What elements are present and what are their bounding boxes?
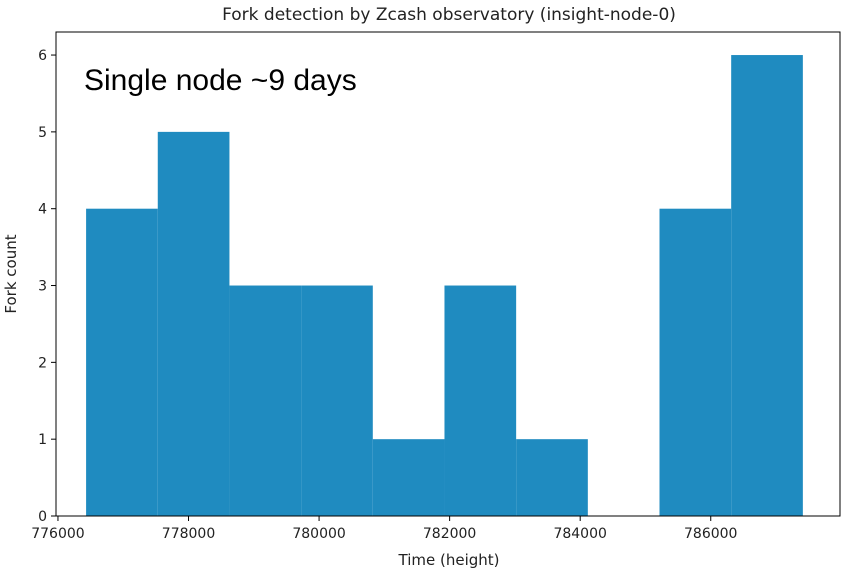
plot-frame: [55, 31, 841, 517]
histogram-bar: [659, 208, 732, 516]
y-tick-label: 0: [38, 509, 47, 525]
x-axis-label: Time (height): [398, 551, 500, 569]
histogram-bar: [372, 439, 445, 516]
x-tick-label: 782000: [423, 526, 476, 542]
histogram-bar: [86, 208, 158, 516]
y-tick-label: 1: [38, 432, 47, 448]
x-tick-label: 784000: [553, 526, 606, 542]
histogram-bar: [229, 285, 302, 516]
y-tick-label: 5: [38, 125, 47, 141]
x-tick-label: 780000: [292, 526, 345, 542]
chart-annotation: Single node ~9 days: [84, 64, 357, 97]
x-tick-label: 776000: [31, 526, 84, 542]
y-tick-label: 2: [38, 355, 47, 371]
histogram-bar: [157, 131, 230, 516]
y-tick-label: 4: [38, 202, 47, 218]
histogram-bar: [301, 285, 373, 516]
x-axis-ticks: 776000 778000 780000 782000 784000 786000: [31, 516, 737, 542]
chart-title: Fork detection by Zcash observatory (ins…: [222, 5, 676, 25]
histogram-bar: [444, 285, 517, 516]
y-tick-label: 6: [38, 48, 47, 64]
bars-group: [86, 55, 803, 517]
y-axis-ticks: 0 1 2 3 4 5 6: [38, 48, 56, 525]
x-tick-label: 778000: [162, 526, 215, 542]
histogram-bar: [516, 439, 588, 516]
histogram-bar: [731, 55, 803, 517]
y-tick-label: 3: [38, 279, 47, 295]
x-tick-label: 786000: [684, 526, 737, 542]
y-axis-label: Fork count: [2, 234, 20, 313]
